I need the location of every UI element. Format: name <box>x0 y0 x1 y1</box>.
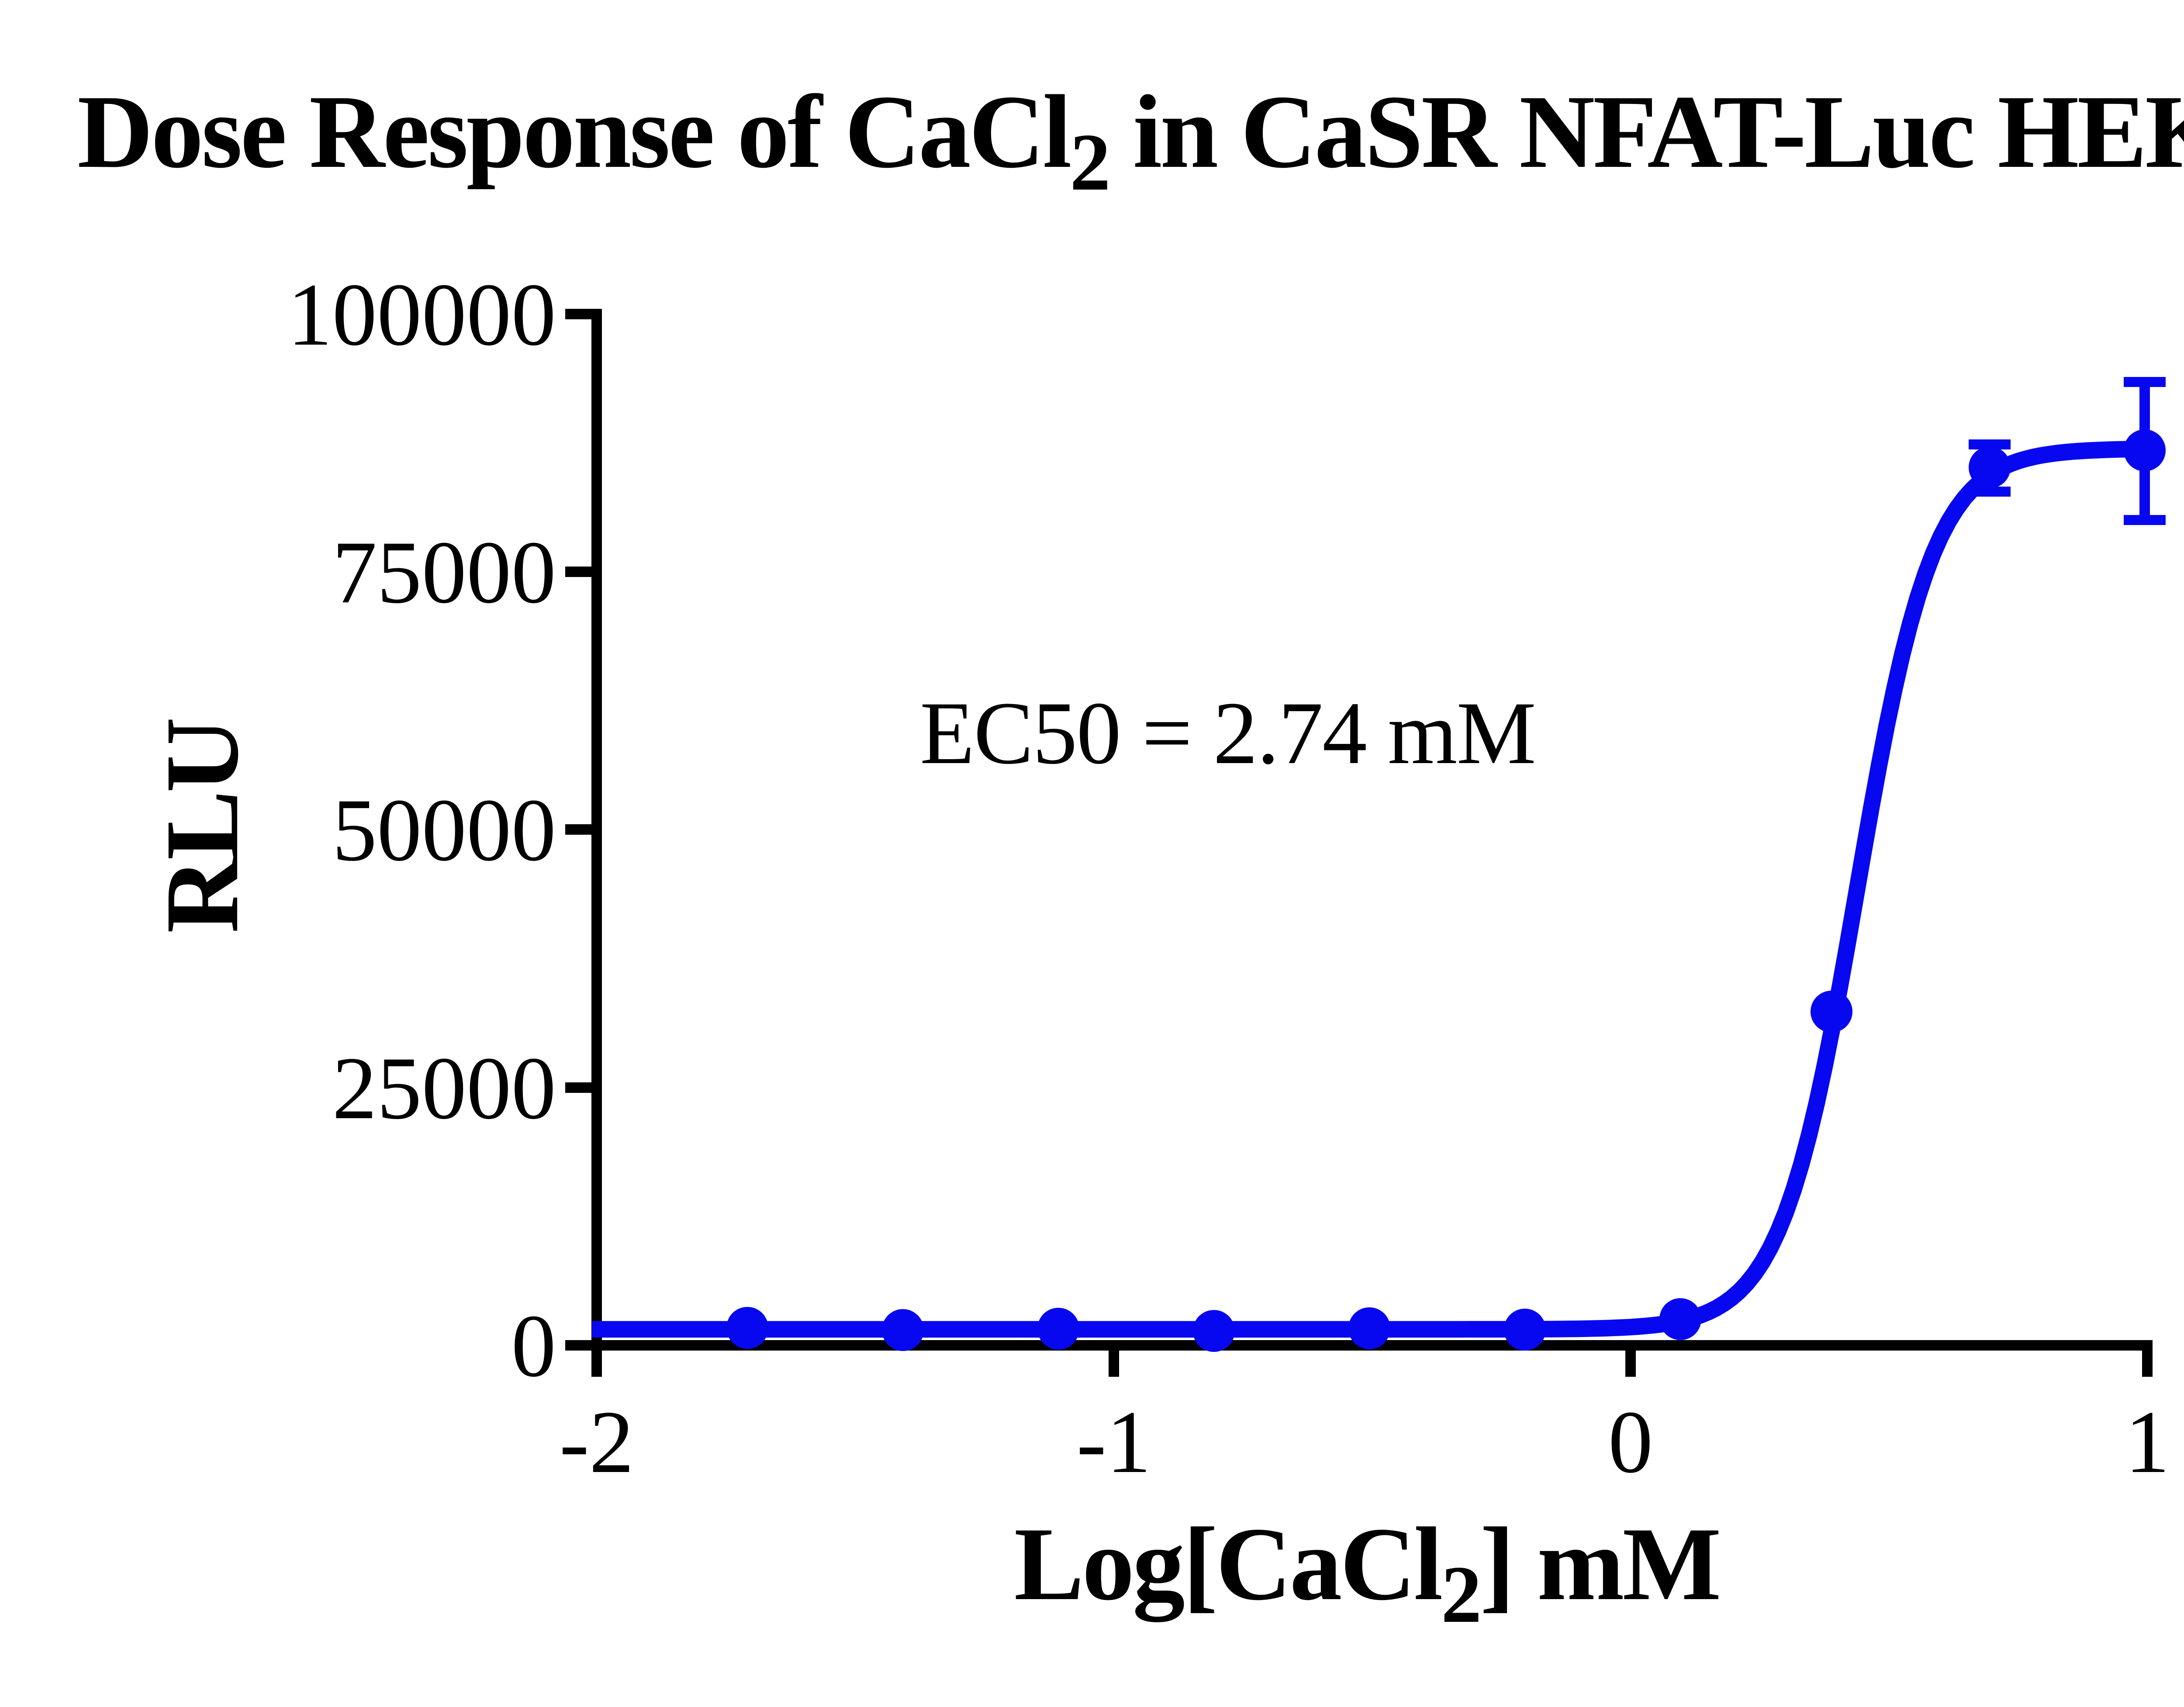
svg-text:-1: -1 <box>1077 1393 1151 1492</box>
svg-text:0: 0 <box>1608 1393 1653 1492</box>
svg-text:100000: 100000 <box>287 265 556 364</box>
svg-text:Dose Response of CaCl2 in CaSR: Dose Response of CaCl2 in CaSR NFAT-Luc … <box>77 65 2184 207</box>
svg-text:RLU: RLU <box>144 719 260 933</box>
svg-text:1: 1 <box>2125 1393 2170 1492</box>
svg-text:Log[CaCl2] mM: Log[CaCl2] mM <box>1014 1506 1720 1640</box>
svg-text:25000: 25000 <box>332 1039 556 1138</box>
svg-text:EC50 = 2.74 mM: EC50 = 2.74 mM <box>920 684 1535 783</box>
svg-text:75000: 75000 <box>332 523 556 622</box>
svg-text:50000: 50000 <box>332 781 556 880</box>
svg-text:-2: -2 <box>560 1393 634 1492</box>
svg-text:0: 0 <box>511 1296 556 1396</box>
